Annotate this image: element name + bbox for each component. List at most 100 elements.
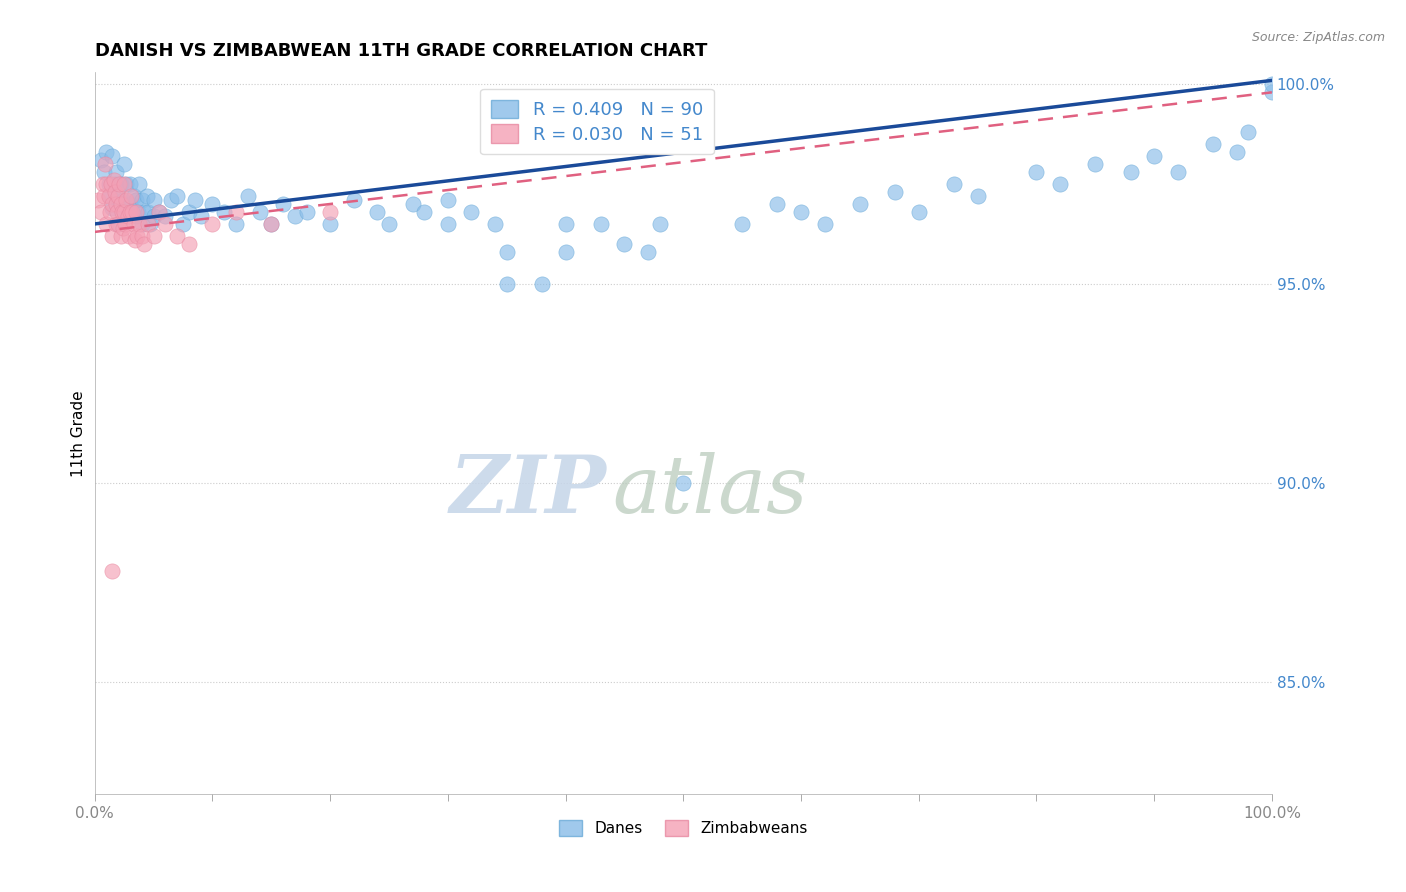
Point <box>236 189 259 203</box>
Point <box>148 205 170 219</box>
Point <box>115 177 138 191</box>
Point <box>766 197 789 211</box>
Point <box>907 205 929 219</box>
Point <box>225 205 247 219</box>
Point <box>101 564 124 578</box>
Point <box>105 205 128 219</box>
Point <box>260 217 283 231</box>
Point <box>104 185 127 199</box>
Text: ZIP: ZIP <box>450 452 607 530</box>
Point <box>343 193 366 207</box>
Point <box>166 189 188 203</box>
Point <box>93 165 115 179</box>
Point <box>637 244 659 259</box>
Point <box>142 193 165 207</box>
Point <box>849 197 872 211</box>
Point <box>884 185 907 199</box>
Point <box>111 193 134 207</box>
Point <box>96 217 118 231</box>
Text: atlas: atlas <box>613 452 808 530</box>
Legend: Danes, Zimbabweans: Danes, Zimbabweans <box>551 813 815 844</box>
Point <box>1084 157 1107 171</box>
Point <box>366 205 388 219</box>
Text: Source: ZipAtlas.com: Source: ZipAtlas.com <box>1251 31 1385 45</box>
Point <box>118 177 141 191</box>
Point <box>112 157 135 171</box>
Point <box>1049 177 1071 191</box>
Point <box>100 177 122 191</box>
Point <box>1261 78 1284 92</box>
Point <box>115 193 138 207</box>
Point <box>96 145 118 160</box>
Point <box>155 209 177 223</box>
Point <box>155 217 177 231</box>
Point <box>122 217 145 231</box>
Point <box>127 205 149 219</box>
Point <box>613 236 636 251</box>
Point <box>125 209 148 223</box>
Point <box>1025 165 1047 179</box>
Point <box>139 217 162 231</box>
Point <box>378 217 401 231</box>
Point <box>672 476 695 491</box>
Point <box>117 205 139 219</box>
Point <box>495 244 517 259</box>
Point <box>401 197 423 211</box>
Point <box>107 217 129 231</box>
Point <box>94 157 117 171</box>
Point <box>91 177 114 191</box>
Point <box>131 193 153 207</box>
Point <box>121 205 143 219</box>
Point <box>101 201 124 215</box>
Point <box>134 236 156 251</box>
Point <box>118 197 141 211</box>
Point <box>943 177 966 191</box>
Point <box>104 165 127 179</box>
Point <box>104 197 127 211</box>
Point <box>112 205 135 219</box>
Point <box>495 277 517 291</box>
Point <box>531 277 554 291</box>
Point <box>260 217 283 231</box>
Point <box>97 177 120 191</box>
Point <box>134 205 156 219</box>
Point <box>731 217 754 231</box>
Point <box>90 153 112 168</box>
Point <box>177 236 200 251</box>
Point <box>121 205 143 219</box>
Y-axis label: 11th Grade: 11th Grade <box>72 390 86 476</box>
Point <box>125 205 148 219</box>
Point <box>97 189 120 203</box>
Point <box>98 189 121 203</box>
Point <box>111 221 134 235</box>
Point <box>460 205 482 219</box>
Point <box>148 205 170 219</box>
Point <box>319 205 342 219</box>
Point <box>131 217 153 231</box>
Point <box>128 177 150 191</box>
Point <box>101 228 124 243</box>
Point <box>790 205 813 219</box>
Point <box>117 209 139 223</box>
Point <box>136 205 159 219</box>
Point <box>142 228 165 243</box>
Point <box>93 189 115 203</box>
Point <box>101 149 124 163</box>
Point <box>1226 145 1249 160</box>
Point <box>284 209 307 223</box>
Point <box>201 197 224 211</box>
Point <box>319 217 342 231</box>
Point <box>131 228 153 243</box>
Point <box>135 189 157 203</box>
Point <box>1237 125 1260 139</box>
Point <box>87 193 110 207</box>
Point <box>1167 165 1189 179</box>
Point <box>966 189 988 203</box>
Point <box>104 177 127 191</box>
Point <box>110 197 132 211</box>
Point <box>127 228 149 243</box>
Point <box>118 205 141 219</box>
Point <box>484 217 506 231</box>
Point <box>98 205 121 219</box>
Point <box>249 205 271 219</box>
